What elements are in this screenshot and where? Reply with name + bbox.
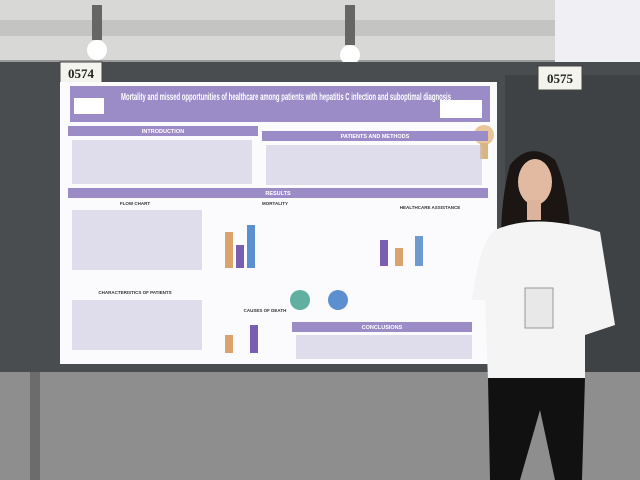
lamp-arm [92, 5, 102, 40]
curtain [555, 0, 640, 70]
section-heading: PATIENTS AND METHODS [341, 134, 410, 140]
logo [74, 98, 104, 114]
section-bar [68, 126, 258, 136]
section-heading: CAUSES OF DEATH [244, 308, 287, 313]
section-heading: MORTALITY [262, 201, 288, 206]
title-bar [70, 86, 490, 122]
section-heading: RESULTS [265, 191, 291, 197]
logo [440, 100, 482, 118]
section-bar [68, 188, 488, 198]
section-heading: CONCLUSIONS [362, 325, 403, 331]
person [472, 151, 615, 480]
text-blocks [72, 140, 482, 359]
section-bar [262, 131, 488, 141]
lamp [340, 45, 360, 65]
booth-number: 0574 [68, 66, 95, 81]
chart-thumbs [225, 225, 423, 353]
section-bar [292, 322, 472, 332]
section-heading: CHARACTERISTICS OF PATIENTS [98, 290, 171, 295]
section-heading: HEALTHCARE ASSISTANCE [400, 205, 460, 210]
booth-sign [537, 65, 583, 91]
duct [0, 20, 640, 36]
ribbon-tail [480, 143, 488, 159]
section-heading: INTRODUCTION [142, 129, 184, 135]
lamp [87, 40, 107, 60]
board-leg [30, 372, 40, 480]
booth-number: 0575 [547, 71, 574, 86]
poster-title: Mortality and missed opportunities of he… [121, 92, 451, 103]
lamp-arm [345, 5, 355, 45]
section-heading: FLOW CHART [120, 201, 150, 206]
